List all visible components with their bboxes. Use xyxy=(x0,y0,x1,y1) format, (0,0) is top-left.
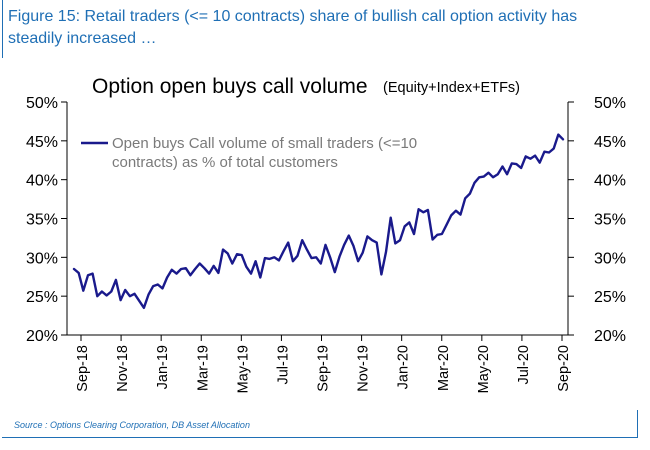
right-y-tick-label: 40% xyxy=(594,173,626,190)
figure-title: Figure 15: Retail traders (<= 10 contrac… xyxy=(8,8,578,47)
left-y-tick-label: 40% xyxy=(26,173,58,190)
figure-frame-bottom xyxy=(2,437,638,438)
x-tick-label: Jul-20 xyxy=(516,345,532,385)
chart-title: Option open buys call volume xyxy=(92,75,368,98)
x-tick-label: Nov-19 xyxy=(356,345,372,392)
right-y-axis-ticks: 20% 25% 30% 35% 40% 45% 50% xyxy=(568,95,626,345)
legend-label-line-2: contracts) as % of total customers xyxy=(112,154,338,171)
x-tick-label: Mar-19 xyxy=(195,345,211,391)
legend-label-line-1: Open buys Call volume of small traders (… xyxy=(112,135,417,152)
left-y-tick-label: 50% xyxy=(26,95,58,112)
legend-label: Open buys Call volume of small traders (… xyxy=(112,135,417,171)
x-tick-label: May-20 xyxy=(476,345,492,393)
x-tick-label: Sep-18 xyxy=(75,345,91,392)
x-tick-label: Mar-20 xyxy=(436,345,452,391)
right-y-tick-label: 35% xyxy=(594,212,626,229)
right-y-tick-label: 50% xyxy=(594,95,626,112)
series-line-small-traders xyxy=(72,133,565,309)
right-y-tick-label: 25% xyxy=(594,289,626,306)
figure-frame-right xyxy=(637,410,638,438)
x-axis-ticks: Sep-18 Nov-18 Jan-19 Mar-19 May-19 Jul-19 Sep-… xyxy=(75,335,572,393)
chart-subtitle: (Equity+Index+ETFs) xyxy=(383,80,520,96)
right-y-tick-label: 20% xyxy=(594,328,626,345)
legend: Open buys Call volume of small traders (… xyxy=(81,135,417,171)
figure-frame-left xyxy=(2,0,3,58)
left-y-axis-ticks: 20% 25% 30% 35% 40% 45% 50% xyxy=(26,95,67,345)
x-tick-label: Sep-20 xyxy=(556,345,572,392)
x-tick-label: May-19 xyxy=(235,345,251,393)
left-y-tick-label: 25% xyxy=(26,289,58,306)
source-note: Source : Options Clearing Corporation, D… xyxy=(14,420,250,430)
left-y-tick-label: 35% xyxy=(26,212,58,229)
right-y-tick-label: 45% xyxy=(594,134,626,151)
x-tick-label: Sep-19 xyxy=(316,345,332,392)
left-y-tick-label: 20% xyxy=(26,328,58,345)
x-tick-label: Jan-19 xyxy=(155,345,171,389)
left-y-tick-label: 30% xyxy=(26,250,58,267)
x-tick-label: Jan-20 xyxy=(396,345,412,389)
left-y-tick-label: 45% xyxy=(26,134,58,151)
right-y-tick-label: 30% xyxy=(594,250,626,267)
x-tick-label: Nov-18 xyxy=(115,345,131,392)
x-tick-label: Jul-19 xyxy=(275,345,291,385)
